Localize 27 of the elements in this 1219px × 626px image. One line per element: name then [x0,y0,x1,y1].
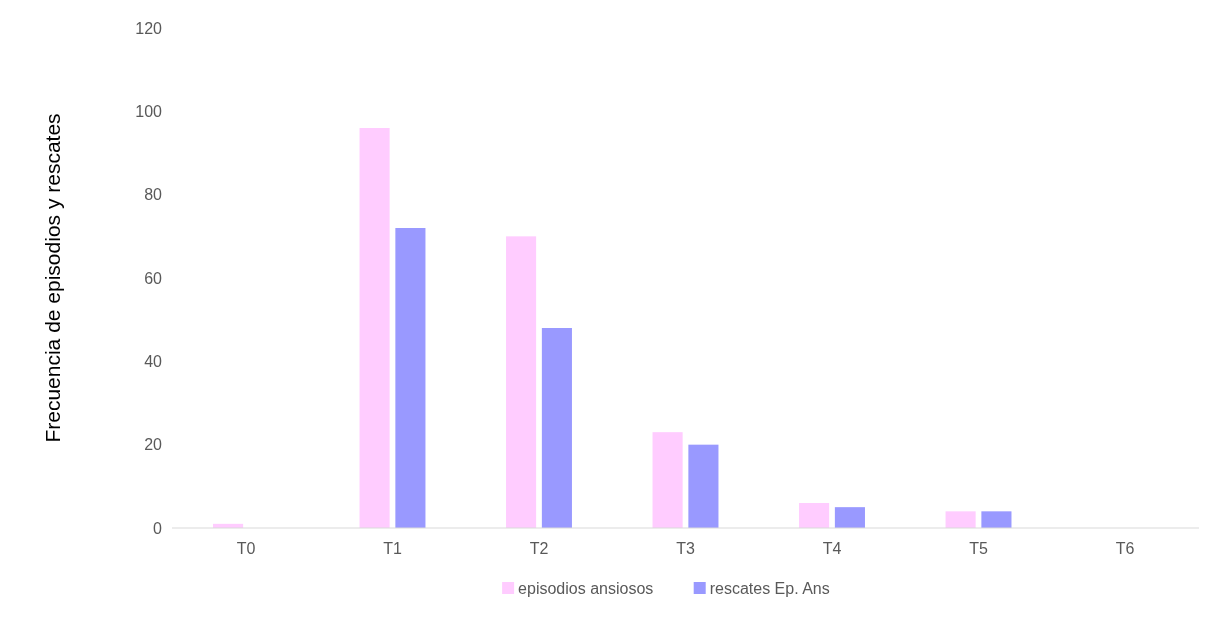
bar [981,511,1012,528]
y-axis-title: Frecuencia de episodios y rescates [41,113,64,443]
y-tick-label: 40 [144,352,163,370]
x-tick-label: T6 [1115,540,1135,557]
y-tick-label: 0 [153,519,163,537]
x-tick-label: T3 [676,540,695,557]
bar [541,328,572,528]
bar [395,228,426,528]
x-tick-label: T2 [529,540,549,557]
y-tick-label: 120 [135,19,163,37]
legend-label: episodios ansiosos [518,579,654,597]
bar [359,128,390,528]
y-tick-label: 100 [135,102,163,120]
x-tick-label: T1 [383,540,402,557]
bar [688,444,719,528]
x-tick-label: T0 [236,540,256,557]
legend-label: rescates Ep. Ans [709,579,830,597]
y-tick-label: 20 [144,436,163,454]
x-tick-label: T5 [969,540,988,557]
y-tick-label: 80 [144,186,163,204]
x-tick-label: T4 [822,540,842,557]
bar [834,507,865,528]
bar [945,511,976,528]
y-tick-label: 60 [144,269,163,287]
bar [652,432,683,528]
bar [506,236,537,528]
bar [799,503,830,528]
